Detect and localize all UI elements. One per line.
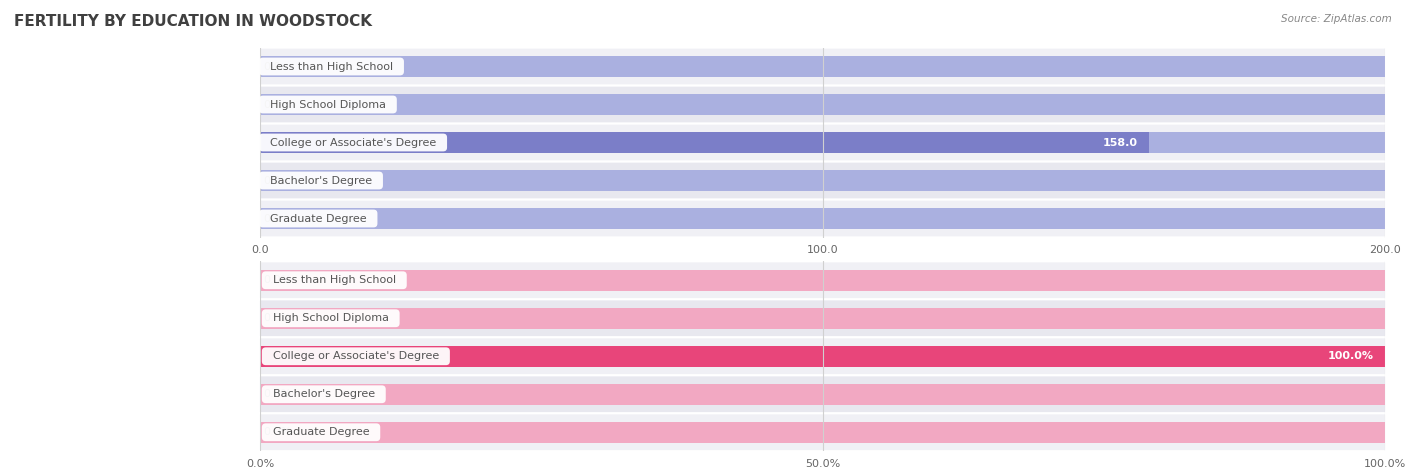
Text: 0.0%: 0.0%: [263, 389, 291, 399]
FancyBboxPatch shape: [260, 300, 1385, 336]
FancyBboxPatch shape: [260, 162, 1385, 199]
Text: Bachelor's Degree: Bachelor's Degree: [263, 175, 380, 186]
Bar: [260, 132, 1385, 153]
Bar: [260, 94, 1385, 115]
Text: 0.0: 0.0: [263, 175, 281, 186]
Text: Bachelor's Degree: Bachelor's Degree: [266, 389, 382, 399]
Text: Less than High School: Less than High School: [266, 275, 404, 285]
Bar: [260, 346, 1385, 367]
Bar: [260, 270, 1385, 291]
FancyBboxPatch shape: [260, 86, 1385, 123]
FancyBboxPatch shape: [260, 124, 1385, 161]
Text: Less than High School: Less than High School: [263, 61, 401, 72]
Text: Source: ZipAtlas.com: Source: ZipAtlas.com: [1281, 14, 1392, 24]
Text: 158.0: 158.0: [1102, 137, 1137, 148]
FancyBboxPatch shape: [260, 414, 1385, 450]
Text: College or Associate's Degree: College or Associate's Degree: [266, 351, 446, 361]
Bar: [260, 132, 1149, 153]
FancyBboxPatch shape: [260, 48, 1385, 85]
Text: 0.0%: 0.0%: [263, 275, 291, 285]
Bar: [260, 346, 1385, 367]
Bar: [260, 384, 1385, 405]
Bar: [260, 170, 1385, 191]
Bar: [260, 422, 1385, 443]
FancyBboxPatch shape: [260, 200, 1385, 237]
FancyBboxPatch shape: [260, 376, 1385, 412]
FancyBboxPatch shape: [260, 338, 1385, 374]
Text: FERTILITY BY EDUCATION IN WOODSTOCK: FERTILITY BY EDUCATION IN WOODSTOCK: [14, 14, 373, 29]
Text: Graduate Degree: Graduate Degree: [266, 427, 377, 437]
Text: High School Diploma: High School Diploma: [263, 99, 392, 110]
Text: 0.0%: 0.0%: [263, 313, 291, 323]
FancyBboxPatch shape: [260, 262, 1385, 298]
Bar: [260, 308, 1385, 329]
Text: 0.0: 0.0: [263, 99, 281, 110]
Text: 0.0: 0.0: [263, 213, 281, 224]
Bar: [260, 208, 1385, 229]
Text: 0.0%: 0.0%: [263, 427, 291, 437]
Text: College or Associate's Degree: College or Associate's Degree: [263, 137, 443, 148]
Text: High School Diploma: High School Diploma: [266, 313, 395, 323]
Text: 100.0%: 100.0%: [1327, 351, 1374, 361]
Text: Graduate Degree: Graduate Degree: [263, 213, 374, 224]
Text: 0.0: 0.0: [263, 61, 281, 72]
Bar: [260, 56, 1385, 77]
